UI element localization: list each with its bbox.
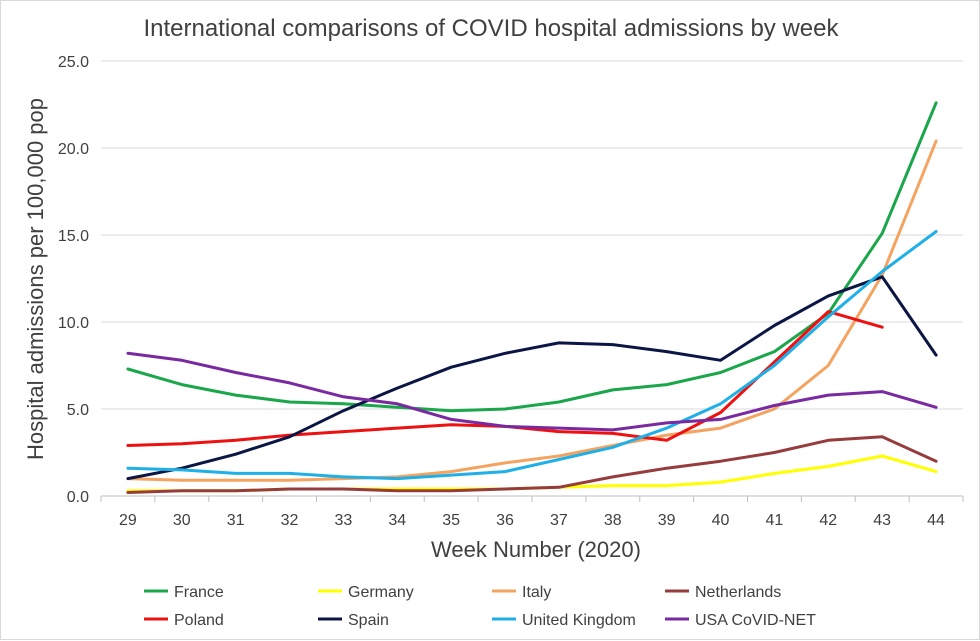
x-tick-label: 42 [819,512,837,529]
legend: France Germany Italy Netherlands Poland Spain… [144,584,816,629]
series-lines [126,101,938,494]
legend-label-france: France [174,584,224,601]
y-axis-title: Hospital admissions per 100,000 pop [23,98,48,460]
x-tick-label: 40 [712,512,730,529]
x-tick-label: 34 [388,512,406,529]
chart-title: International comparisons of COVID hospi… [144,15,840,42]
x-tick-label: 43 [873,512,891,529]
legend-label-usa-covid-net: USA CoVID-NET [695,612,816,629]
series-line-france [126,101,938,413]
x-tick-label: 30 [173,512,191,529]
y-tick-label: 25.0 [58,54,89,71]
x-tick-label: 35 [442,512,460,529]
x-tick-label: 44 [927,512,945,529]
x-tick-label: 32 [281,512,299,529]
x-tick-label: 29 [119,512,137,529]
legend-label-united-kingdom: United Kingdom [522,612,636,629]
legend-label-spain: Spain [348,612,389,629]
x-tick-label: 41 [766,512,784,529]
series-line-netherlands [126,435,938,494]
y-tick-label: 0.0 [67,489,89,506]
legend-label-netherlands: Netherlands [695,584,781,601]
x-tick-label: 39 [658,512,676,529]
y-tick-label: 5.0 [67,402,89,419]
y-tick-label: 15.0 [58,228,89,245]
x-axis-title: Week Number (2020) [431,537,641,562]
legend-label-italy: Italy [522,584,551,601]
series-line-spain [126,275,938,481]
x-tick-label: 37 [550,512,568,529]
series-line-usa-covid-net [126,351,938,432]
legend-label-poland: Poland [174,612,224,629]
x-tick-label: 38 [604,512,622,529]
x-tick-label: 31 [227,512,245,529]
x-tick-label: 36 [496,512,514,529]
series-line-italy [126,139,938,482]
y-tick-label: 10.0 [58,315,89,332]
legend-label-germany: Germany [348,584,414,601]
x-tick-label: 33 [335,512,353,529]
series-line-united-kingdom [126,230,938,481]
y-tick-label: 20.0 [58,141,89,158]
axes: 0.0 5.0 10.0 15.0 20.0 25.0 29 30 31 32 33 34 35 36 37… [58,54,964,529]
